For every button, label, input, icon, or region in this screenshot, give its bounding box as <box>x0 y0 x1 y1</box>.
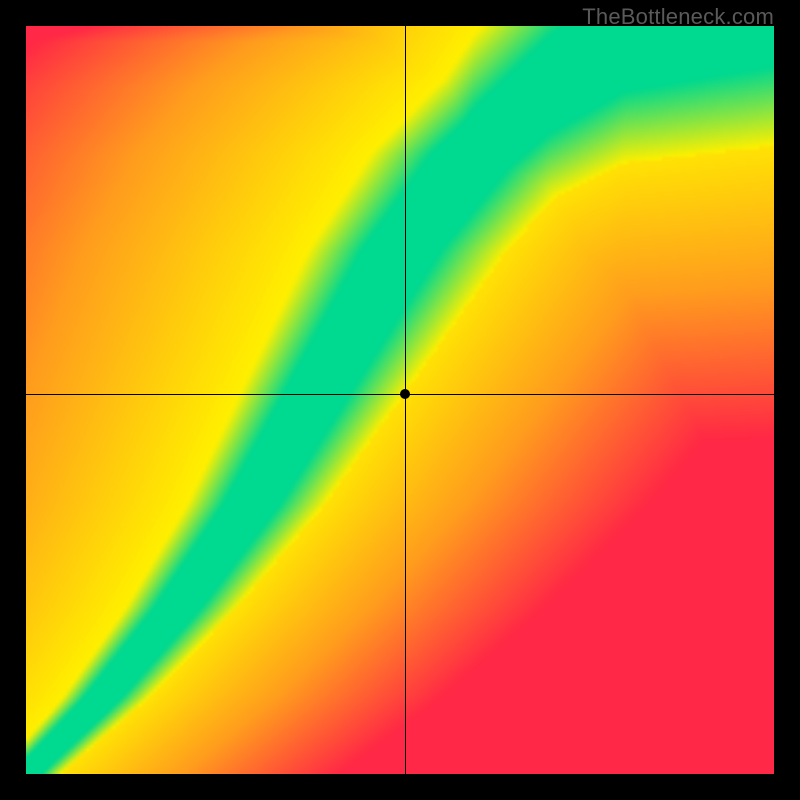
crosshair-dot <box>400 389 410 399</box>
heatmap-canvas <box>26 26 774 774</box>
crosshair-vertical <box>405 26 406 774</box>
bottleneck-heatmap <box>26 26 774 774</box>
watermark-text: TheBottleneck.com <box>582 4 774 30</box>
